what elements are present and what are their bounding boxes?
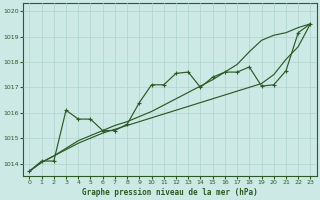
X-axis label: Graphe pression niveau de la mer (hPa): Graphe pression niveau de la mer (hPa) [82,188,258,197]
